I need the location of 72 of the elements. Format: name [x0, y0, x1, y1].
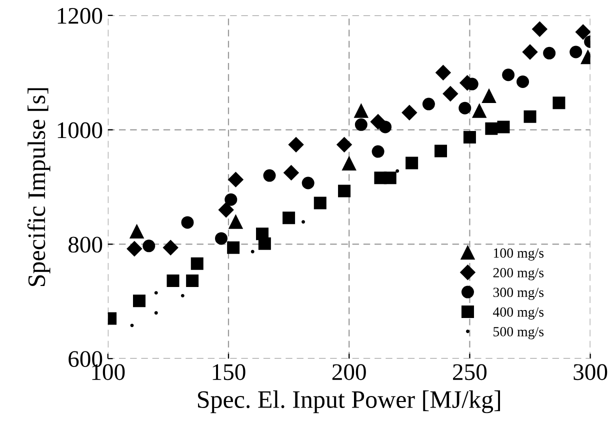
point	[463, 130, 476, 144]
point	[434, 144, 448, 158]
point	[336, 137, 352, 152]
point	[485, 122, 498, 135]
point	[402, 105, 417, 120]
point	[570, 46, 582, 58]
point	[302, 220, 306, 224]
point	[284, 165, 299, 180]
point	[218, 202, 234, 218]
point	[132, 294, 146, 308]
point	[354, 118, 368, 131]
point	[181, 216, 194, 229]
y-tick-label: 1200	[58, 8, 102, 24]
x-tick-label: 200	[332, 364, 366, 380]
legend-label: 100 mg/s	[494, 248, 544, 261]
point	[186, 274, 199, 288]
point	[524, 110, 536, 123]
y-tick-label: 800	[68, 236, 102, 253]
point	[502, 68, 515, 82]
point	[224, 193, 238, 206]
point	[442, 86, 458, 102]
point	[166, 274, 180, 288]
point	[163, 240, 178, 256]
point	[227, 241, 240, 254]
point	[354, 104, 368, 118]
point	[458, 102, 472, 114]
point	[130, 324, 134, 328]
legend-label: 400 mg/s	[493, 307, 544, 320]
legend-label: 300 mg/s	[493, 288, 544, 300]
point	[532, 22, 548, 37]
point	[180, 294, 184, 298]
point	[422, 98, 435, 110]
point	[522, 44, 538, 60]
point	[190, 257, 204, 270]
legend-label: 200 mg/s	[493, 268, 544, 280]
point	[154, 291, 158, 295]
legend-label: 500 mg/s	[494, 327, 544, 340]
point	[406, 156, 418, 170]
point	[482, 89, 496, 103]
point	[338, 184, 351, 198]
point	[250, 250, 254, 254]
point	[379, 120, 392, 134]
point	[372, 145, 384, 158]
point	[497, 120, 510, 134]
x-axis-title: Spec. El. Input Power [MJ/kg]	[198, 390, 500, 414]
point	[258, 237, 271, 250]
point	[543, 46, 556, 60]
point	[314, 196, 326, 210]
point	[384, 172, 396, 184]
x-tick-label: 300	[574, 364, 608, 380]
point	[552, 96, 566, 110]
y-axis-title: Specific Impulse [s]	[27, 88, 50, 286]
point	[396, 169, 400, 173]
point	[215, 232, 228, 245]
point	[288, 137, 304, 152]
point	[302, 176, 314, 190]
x-tick-label: 250	[453, 364, 487, 380]
point	[282, 212, 296, 224]
point	[154, 311, 158, 315]
x-tick-label: 150	[212, 364, 246, 380]
point	[130, 224, 144, 239]
point	[342, 156, 356, 170]
point	[142, 240, 156, 252]
point	[576, 24, 590, 40]
y-tick-label: 1000	[58, 122, 102, 138]
point	[516, 76, 530, 88]
point	[228, 214, 243, 229]
point	[472, 104, 486, 118]
point	[436, 65, 451, 80]
point	[263, 169, 276, 182]
point	[228, 172, 244, 188]
point	[126, 241, 142, 256]
